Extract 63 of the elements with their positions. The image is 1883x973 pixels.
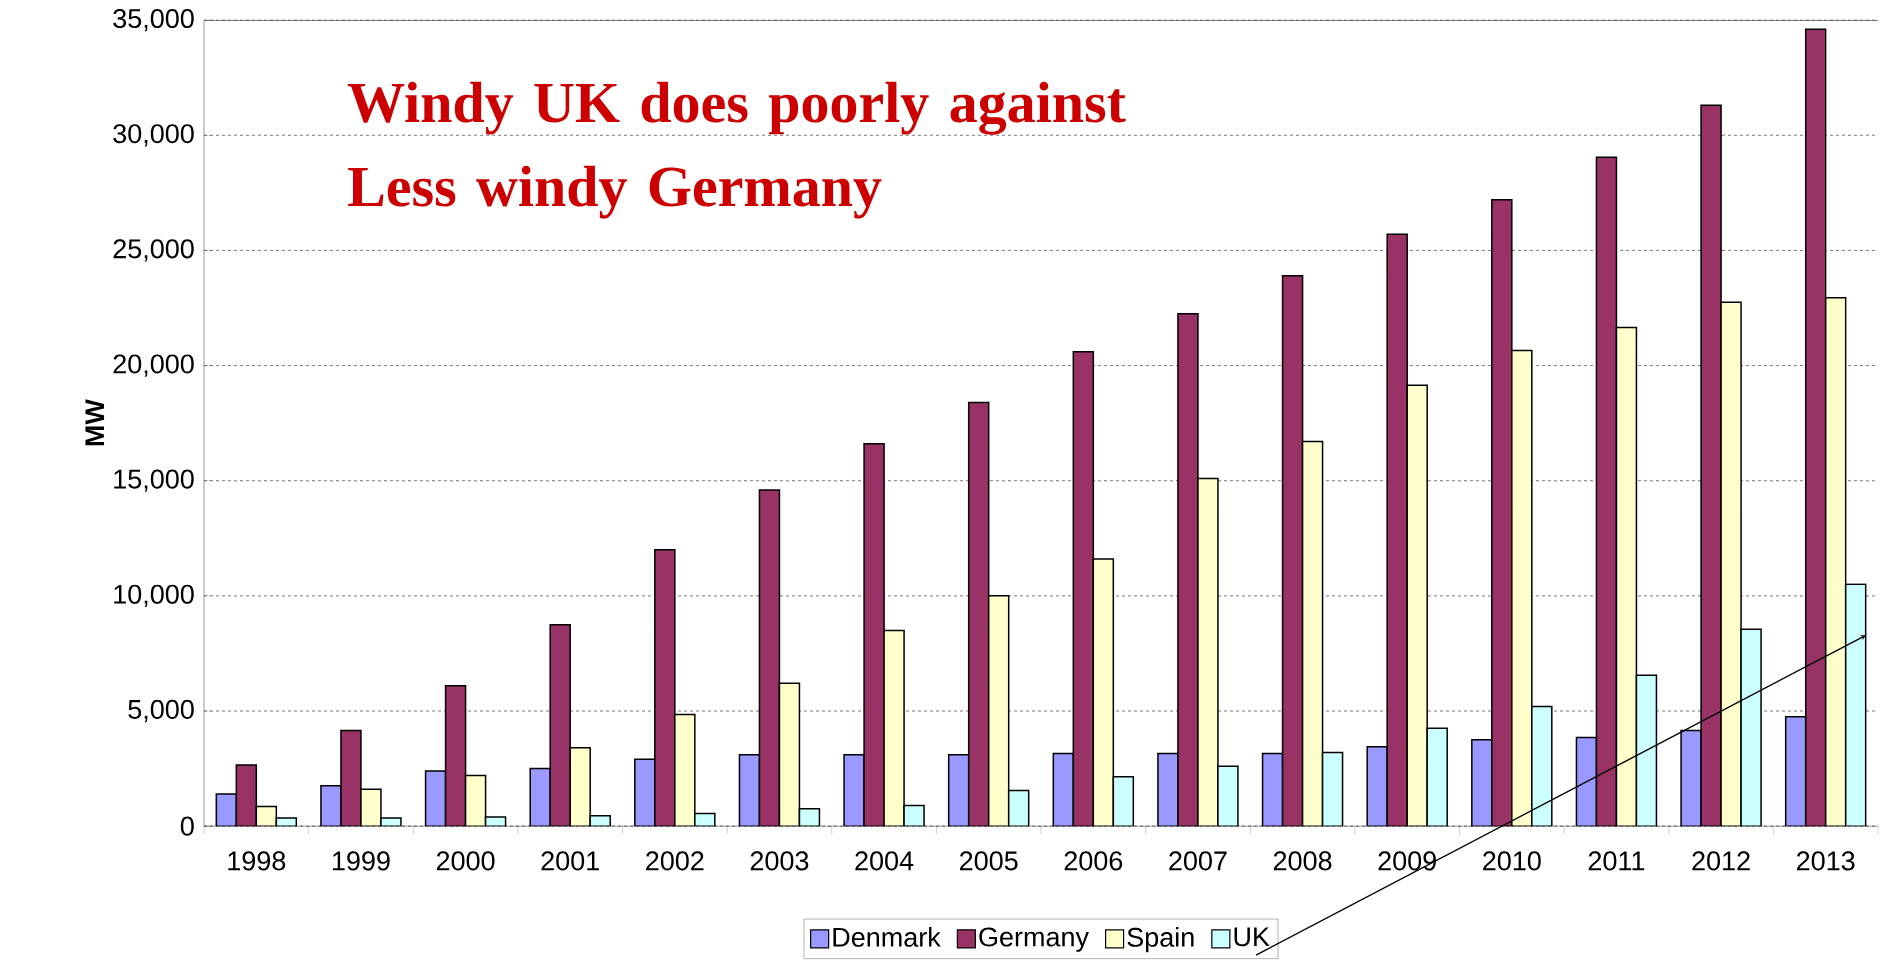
x-tick-label: 2005 (960, 851, 1018, 871)
x-tick-label: 2003 (750, 851, 809, 871)
x-tick-label: 2004 (855, 851, 914, 871)
legend-label: Denmark (833, 926, 941, 947)
x-tick-label: 2009 (1378, 851, 1436, 871)
y-tick-label: 0 (180, 816, 194, 836)
bar (1635, 674, 1658, 827)
y-axis-title: MW (85, 399, 105, 446)
bar (1406, 384, 1428, 827)
bar (967, 401, 990, 827)
bar (1092, 558, 1115, 827)
bar (1386, 233, 1408, 827)
bar (778, 682, 801, 827)
legend-label: Germany (979, 927, 1089, 952)
bar (738, 753, 761, 827)
bar (1197, 477, 1219, 827)
x-tick-label: 2008 (1273, 851, 1332, 871)
bar (1072, 350, 1095, 827)
y-tick-label: 30,000 (113, 124, 194, 147)
bar (1784, 715, 1807, 827)
x-tick-label: 1998 (228, 851, 286, 871)
y-tick-label: 25,000 (113, 239, 194, 262)
bar (1301, 440, 1324, 827)
bar (1281, 274, 1304, 827)
bar (424, 770, 447, 827)
bar (235, 764, 258, 827)
bar (1261, 752, 1284, 827)
text: Windy UK does poorly against Less windy Germany (347, 81, 1126, 219)
x-tick-label: 2001 (541, 851, 599, 871)
bar (1491, 198, 1513, 827)
bar (1615, 326, 1638, 827)
y-tick-label: 20,000 (113, 354, 194, 377)
bar (464, 774, 487, 827)
bar (444, 684, 467, 827)
bar (1007, 789, 1030, 827)
bar (1595, 156, 1618, 827)
x-tick-label: 2007 (1169, 851, 1227, 871)
y-tick-label: 10,000 (114, 584, 194, 607)
bar (987, 595, 1010, 827)
y-tick-label: 5,000 (128, 699, 194, 723)
x-tick-label: 2012 (1692, 851, 1750, 871)
legend-label: Spain (1127, 926, 1194, 953)
x-tick-label: 2006 (1064, 851, 1123, 871)
legend-label: UK (1234, 927, 1270, 947)
bar (1575, 736, 1598, 827)
x-tick-label: 2000 (436, 851, 495, 871)
bar (1804, 28, 1827, 827)
bar (1052, 752, 1075, 827)
x-tick-label: 2013 (1797, 851, 1855, 871)
bar (1177, 312, 1199, 827)
bar (1844, 583, 1867, 827)
x-tick-label: 2002 (646, 851, 704, 871)
x-tick-label: 2010 (1483, 851, 1541, 871)
y-tick-label: 35,000 (113, 8, 194, 32)
y-tick-label: 15,000 (114, 469, 194, 492)
x-tick-label: 2011 (1588, 851, 1645, 871)
bar (1700, 104, 1722, 827)
bar (1824, 296, 1847, 827)
bar (758, 489, 781, 827)
x-tick-label: 1999 (332, 851, 390, 871)
bar (947, 753, 970, 827)
bar (1321, 751, 1344, 827)
bar (1112, 775, 1135, 827)
